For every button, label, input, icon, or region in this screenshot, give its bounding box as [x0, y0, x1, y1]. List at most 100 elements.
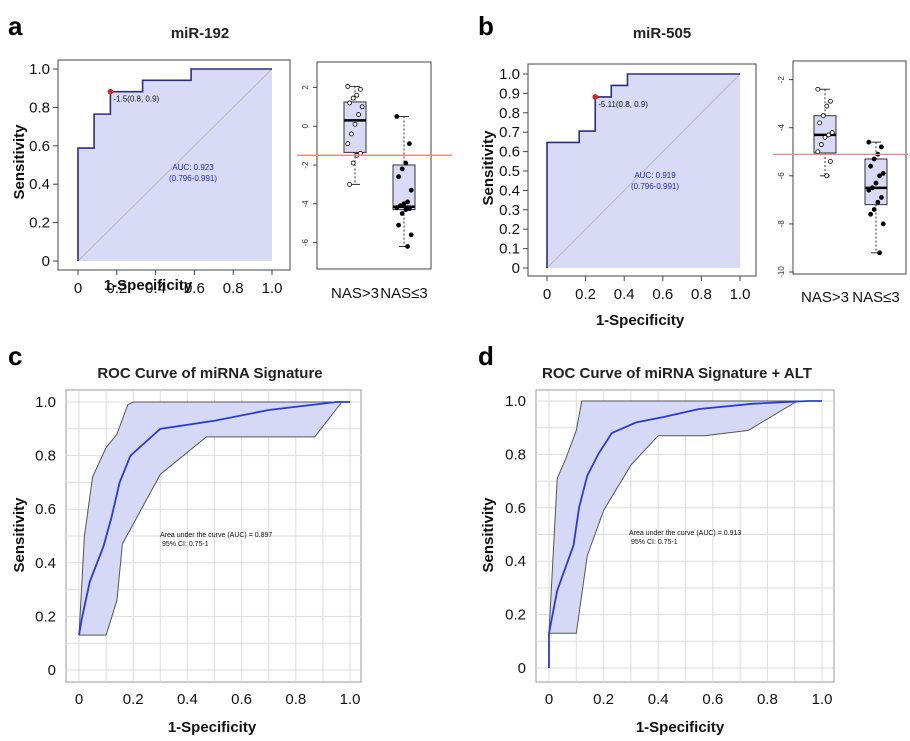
panel-d-ytick-label: 1.0	[505, 393, 526, 410]
panel-b-ylabel: Sensitivity	[480, 130, 497, 206]
panel-c-ytick-label: 0.2	[35, 608, 56, 625]
panel-b-box-data-point	[815, 149, 821, 155]
panel-d-ytick-label: 0.6	[505, 500, 526, 517]
panel-b-box-data-point	[822, 134, 828, 140]
panel-a-diagonal-line	[77, 68, 273, 262]
panel-d-ytick-label: 0.2	[505, 607, 526, 624]
panel-a-box-data-point	[347, 181, 353, 187]
panel-a-box-ytick-label: -4	[301, 200, 310, 208]
panel-c-ytick-label: 0.6	[35, 501, 56, 518]
panel-b-xtick-label: 0.4	[614, 286, 635, 303]
panel-a-xlabel: 1-Specificity	[104, 277, 193, 294]
panel-c-xlabel: 1-Specificity	[168, 719, 257, 736]
panel-b-box-data-point	[829, 130, 835, 135]
panel-c-ytick-label: 0.4	[35, 555, 56, 572]
panel-c-ytick-label: 1.0	[35, 394, 56, 411]
panel-a-xtick-label: 1.0	[262, 280, 283, 297]
panel-b-box-ytick-label: -10	[777, 266, 786, 278]
panel-a-box-data-point	[403, 160, 409, 166]
panel-a-box-data-point	[408, 232, 414, 238]
panel-b-ytick-label: 0.7	[499, 124, 520, 141]
panel-b-box-data-point	[880, 171, 886, 176]
panel-b-box-data-point	[879, 195, 884, 200]
panel-d-ytick-label: 0.8	[505, 446, 526, 463]
panel-b-ytick-label: 0.2	[499, 221, 520, 238]
panel-a-box-data-point	[356, 112, 362, 117]
panel-c-xtick-label: 0.8	[285, 691, 306, 708]
panel-a-title: miR-192	[171, 25, 229, 42]
panel-b-box-data-point	[868, 163, 873, 169]
panel-a-roc-chart: 0 0.2 0.4 0.6 0.8 1.0 0 0.2 0.4 0.6 0.8 1.0 -1.5(0.8…	[29, 59, 291, 297]
panel-b-ytick-label: 0.6	[499, 144, 520, 161]
panel-b-box-plot-frame	[792, 60, 907, 275]
panel-b-xtick-label: 0.6	[652, 286, 673, 303]
panel-c-ci-lower	[79, 401, 343, 636]
panel-b-ci-text: (0.796-0.991)	[631, 182, 679, 191]
panel-a-ytick-label: 0.8	[29, 99, 50, 116]
panel-a-xtick-label: 0.6	[184, 280, 205, 297]
panel-a-box-data-point	[396, 174, 402, 180]
panel-a-xtick-label: 0	[74, 280, 82, 297]
panel-b-box-data-point	[871, 207, 877, 212]
panel-d-xtick-label: 0.2	[593, 691, 614, 708]
panel-b-box-data-point	[824, 173, 830, 179]
panel-d-xtick-label: 1.0	[812, 691, 833, 708]
panel-b-title: miR-505	[633, 25, 691, 42]
panel-b-box-group-label: NAS>3	[801, 289, 849, 306]
panel-c-ylabel: Sensitivity	[11, 497, 28, 573]
panel-a-box-data-point	[352, 121, 358, 127]
panel-b-ytick-label: 0.3	[499, 202, 520, 219]
panel-b-ytick-label: 0	[512, 260, 520, 277]
panel-c-letter: c	[8, 341, 22, 371]
panel-d-auc-text: Area under the curve (AUC) = 0.913	[629, 530, 741, 537]
panel-b-box-data-point	[873, 180, 879, 186]
panel-a-threshold-label: -1.5(0.8, 0.9)	[113, 95, 159, 104]
panel-a-ci-text: (0.796-0.991)	[169, 174, 217, 183]
panel-b-box-data-point	[828, 158, 833, 164]
panel-a-xtick-label: 0.8	[223, 280, 244, 297]
panel-b-ytick-label: 0.9	[499, 85, 520, 102]
panel-b-box-data-point	[880, 221, 886, 227]
panel-d-xlabel: 1-Specificity	[636, 719, 725, 736]
panel-b-box-ytick-label: -6	[777, 172, 786, 180]
panel-b-threshold-label: -5.11(0.8, 0.9)	[598, 100, 648, 109]
panel-b-threshold-point	[592, 94, 599, 100]
panel-d-letter: d	[478, 341, 494, 371]
panel-a-box-ytick-label: 0	[301, 123, 310, 128]
panel-a-box-group-label: NAS>3	[331, 285, 379, 302]
panel-c-xtick-label: 1.0	[340, 691, 361, 708]
panel-a-xtick-label: 0.4	[145, 280, 166, 297]
panel-a-box-data-point	[354, 92, 360, 98]
panel-b-box-ytick-label: -8	[777, 220, 786, 228]
panel-a-box-data-point	[350, 95, 356, 101]
panel-b-box-data-point	[866, 139, 872, 145]
panel-b-box-data-point	[815, 86, 821, 92]
panel-b-box-data-point	[826, 132, 831, 138]
panel-b-ytick-label: 0.5	[499, 163, 520, 180]
panel-b-xtick-label: 0	[543, 286, 551, 303]
panel-b-auc-text: AUC: 0.919	[634, 171, 676, 180]
panel-b-box-data-point	[875, 199, 881, 205]
panel-a-box-data-point	[348, 131, 354, 137]
panel-c-roc-curve	[78, 401, 350, 636]
panel-a-box-data-point	[405, 199, 411, 205]
panel-b-box-data-point	[866, 187, 872, 193]
panel-a-ytick-label: 0.2	[29, 215, 50, 232]
panel-b-box-data-point	[828, 98, 833, 104]
panel-a-box-ytick-label: -6	[301, 238, 310, 246]
panel-a-box-data-point	[408, 187, 414, 193]
panel-d-ci-lower	[549, 400, 798, 634]
panel-b-box-data-point	[824, 103, 830, 109]
panel-b-boxplot: -10 -8 -6 -4 -2 NAS>3 NAS≤3	[773, 60, 908, 306]
panel-a-box-data-point	[394, 205, 400, 211]
panel-a-box-ytick-label: 2	[301, 85, 310, 90]
panel-a-box-data-point	[396, 222, 402, 228]
panel-a-box-data-point	[357, 86, 363, 92]
panel-c-title: ROC Curve of miRNA Signature	[97, 365, 322, 382]
panel-c-ci-text: 95% CI: 0.75-1	[162, 541, 209, 548]
panel-a-ytick-label: 0	[42, 253, 50, 270]
panel-a-box-data-point	[397, 203, 403, 209]
panel-b-box-data-point	[877, 173, 882, 179]
panel-a-xtick-label: 0.2	[106, 280, 127, 297]
